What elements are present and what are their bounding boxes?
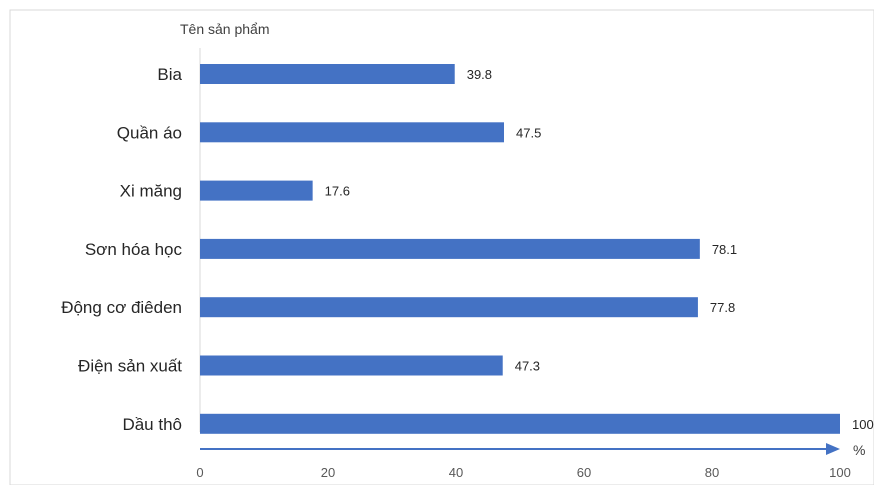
category-label: Điện sản xuất	[78, 357, 182, 376]
bar	[200, 413, 840, 434]
category-label: Xi măng	[120, 182, 182, 201]
bar	[200, 355, 503, 376]
category-label: Bia	[157, 65, 182, 84]
data-label: 78.1	[712, 242, 737, 257]
data-label: 47.5	[516, 125, 541, 140]
x-tick-label: 40	[449, 465, 463, 480]
data-label: 100	[852, 417, 874, 432]
data-label: 77.8	[710, 300, 735, 315]
category-label: Quần áo	[117, 123, 182, 142]
x-tick-label: 0	[196, 465, 203, 480]
bar	[200, 180, 313, 201]
plot-frame	[9, 9, 874, 485]
x-tick-label: 80	[705, 465, 719, 480]
y-axis-title: Tên sản phẩm	[180, 21, 270, 37]
x-tick-label: 100	[829, 465, 851, 480]
bar	[200, 297, 698, 318]
bars-group: Bia 39.8 Quần áo 47.5 Xi măng 17.6 Sơn hóa học…	[61, 64, 874, 434]
category-label: Động cơ điêden	[61, 298, 182, 317]
x-axis-arrow-icon	[826, 443, 840, 455]
category-label: Dầu thô	[122, 415, 182, 434]
category-label: Sơn hóa học	[85, 240, 183, 259]
x-tick-label: 20	[321, 465, 335, 480]
data-label: 39.8	[467, 67, 492, 82]
bar	[200, 238, 700, 259]
data-label: 17.6	[325, 184, 350, 199]
x-tick-label: 60	[577, 465, 591, 480]
bar	[200, 64, 455, 84]
data-label: 47.3	[515, 359, 540, 374]
x-axis-unit: %	[853, 442, 865, 458]
x-ticks-group: 0 20 40 60 80 100	[196, 465, 850, 480]
bar	[200, 122, 504, 143]
